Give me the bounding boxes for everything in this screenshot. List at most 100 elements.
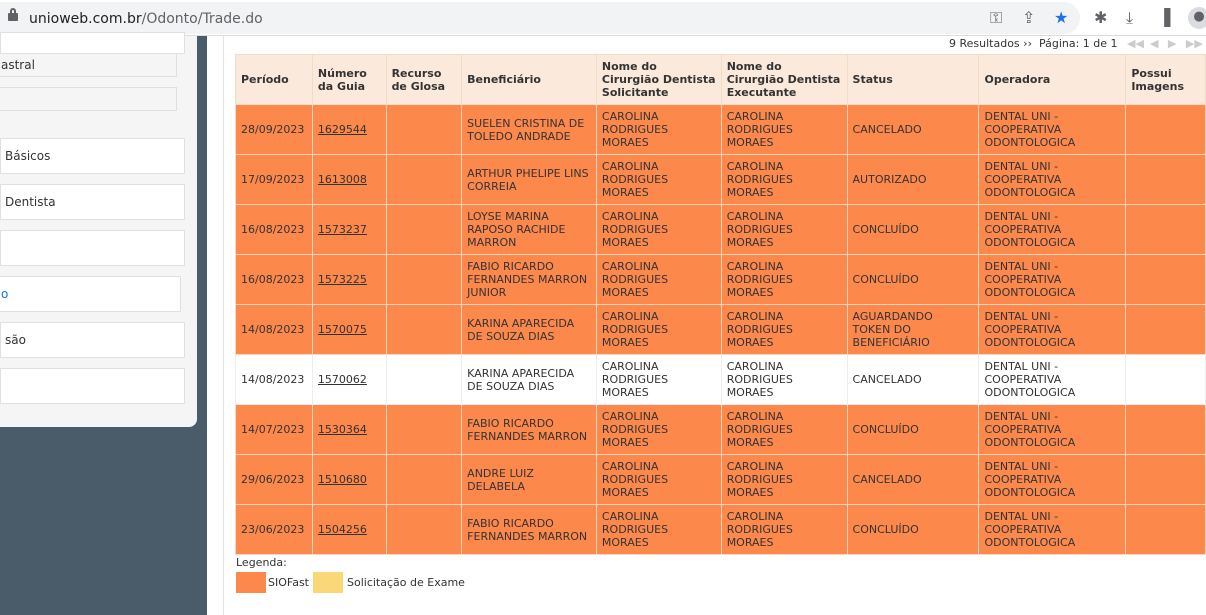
table-row[interactable]: 14/08/2023 1570075 KARINA APARECIDA DE SOU…: [235, 304, 1206, 355]
cell-recurso: [385, 454, 463, 505]
guia-link[interactable]: 1504256: [317, 523, 367, 536]
lock-icon[interactable]: [8, 8, 18, 21]
address-bar[interactable]: unioweb.com.br/Odonto/Trade.do: [0, 2, 1080, 34]
cell-solicitante: CAROLINA RODRIGUES MORAES: [595, 254, 722, 305]
sidebar-item[interactable]: [0, 368, 185, 404]
sidebar: astral Básicos Dentista o são: [0, 32, 207, 615]
table-row[interactable]: 28/09/2023 1629544 SUELEN CRISTINA DE TOLE…: [235, 104, 1206, 155]
cell-periodo: 14/07/2023: [235, 404, 313, 455]
cell-guia: 1504256: [311, 504, 387, 555]
column-header: Status: [846, 54, 980, 105]
guia-link[interactable]: 1573237: [317, 223, 367, 236]
guia-link[interactable]: 1530364: [317, 423, 367, 436]
cell-beneficiario: SUELEN CRISTINA DE TOLEDO ANDRADE: [461, 104, 597, 155]
download-icon[interactable]: ⤓: [1126, 8, 1134, 27]
column-header: Nome do Cirurgião Dentista Executante: [720, 54, 848, 105]
results-count: 9 Resultados ››: [949, 37, 1032, 50]
sidebar-item[interactable]: [0, 230, 185, 266]
cell-executante: CAROLINA RODRIGUES MORAES: [720, 104, 848, 155]
first-page-icon[interactable]: ◀◀: [1127, 37, 1144, 50]
guia-link[interactable]: 1510680: [317, 473, 367, 486]
cell-beneficiario: FABIO RICARDO FERNANDES MARRON: [461, 504, 597, 555]
main-content: 9 Resultados ›› Página: 1 de 1 ◀◀ ◀ ▶ ▶▶ …: [207, 36, 1206, 615]
sidebar-item[interactable]: [0, 32, 185, 54]
table-row[interactable]: 14/08/2023 1570062 KARINA APARECIDA DE SOU…: [235, 354, 1206, 405]
cell-operadora: DENTAL UNI - COOPERATIVA ODONTOLOGICA: [978, 404, 1127, 455]
table-row[interactable]: 16/08/2023 1573225 FABIO RICARDO FERNANDES…: [235, 254, 1206, 305]
cell-beneficiario: FABIO RICARDO FERNANDES MARRON: [461, 404, 597, 455]
extensions-icon[interactable]: ✱: [1094, 8, 1108, 27]
cell-status: CONCLUÍDO: [846, 254, 980, 305]
cell-executante: CAROLINA RODRIGUES MORAES: [720, 404, 848, 455]
column-header: Número da Guia: [311, 54, 387, 105]
sidebar-item[interactable]: Básicos: [0, 138, 185, 174]
cell-solicitante: CAROLINA RODRIGUES MORAES: [595, 504, 722, 555]
cell-beneficiario: KARINA APARECIDA DE SOUZA DIAS: [461, 304, 597, 355]
cell-operadora: DENTAL UNI - COOPERATIVA ODONTOLOGICA: [978, 504, 1127, 555]
cell-recurso: [385, 154, 463, 205]
guia-link[interactable]: 1573225: [317, 273, 367, 286]
table-row[interactable]: 17/09/2023 1613008 ARTHUR PHELIPE LINS COR…: [235, 154, 1206, 205]
cell-executante: CAROLINA RODRIGUES MORAES: [720, 204, 848, 255]
cell-beneficiario: FABIO RICARDO FERNANDES MARRON JUNIOR: [461, 254, 597, 305]
profile-avatar-icon[interactable]: ●: [1188, 7, 1206, 29]
cell-solicitante: CAROLINA RODRIGUES MORAES: [595, 154, 722, 205]
key-icon[interactable]: ⚿: [990, 8, 1003, 27]
bookmark-star-icon[interactable]: ★: [1054, 8, 1069, 27]
cell-executante: CAROLINA RODRIGUES MORAES: [720, 254, 848, 305]
sidebar-item[interactable]: Dentista: [0, 184, 185, 220]
cell-imagens: [1125, 104, 1206, 155]
sidebar-field[interactable]: [0, 87, 177, 111]
cell-executante: CAROLINA RODRIGUES MORAES: [720, 154, 848, 205]
cell-status: CANCELADO: [846, 454, 980, 505]
cell-periodo: 14/08/2023: [235, 304, 313, 355]
cell-periodo: 14/08/2023: [235, 354, 313, 405]
guia-link[interactable]: 1570062: [317, 373, 367, 386]
table-row[interactable]: 29/06/2023 1510680 ANDRE LUIZ DELABELA CARO…: [235, 454, 1206, 505]
cell-imagens: [1125, 254, 1206, 305]
next-page-icon[interactable]: ▶: [1164, 37, 1177, 50]
side-panel-icon[interactable]: ▐: [1158, 8, 1171, 27]
cell-status: CONCLUÍDO: [846, 204, 980, 255]
prev-page-icon[interactable]: ◀: [1149, 37, 1159, 50]
table-row[interactable]: 23/06/2023 1504256 FABIO RICARDO FERNANDES…: [235, 504, 1206, 555]
cell-executante: CAROLINA RODRIGUES MORAES: [720, 454, 848, 505]
cell-recurso: [385, 404, 463, 455]
cell-recurso: [385, 304, 463, 355]
cell-recurso: [385, 104, 463, 155]
cell-imagens: [1125, 504, 1206, 555]
share-icon[interactable]: ⇪: [1022, 8, 1036, 27]
cell-operadora: DENTAL UNI - COOPERATIVA ODONTOLOGICA: [978, 304, 1127, 355]
cell-operadora: DENTAL UNI - COOPERATIVA ODONTOLOGICA: [978, 104, 1127, 155]
cell-status: CANCELADO: [846, 104, 980, 155]
table-row[interactable]: 14/07/2023 1530364 FABIO RICARDO FERNANDES…: [235, 404, 1206, 455]
url-text[interactable]: unioweb.com.br/Odonto/Trade.do: [29, 11, 263, 27]
cell-executante: CAROLINA RODRIGUES MORAES: [720, 354, 848, 405]
cell-periodo: 16/08/2023: [235, 204, 313, 255]
cell-solicitante: CAROLINA RODRIGUES MORAES: [595, 454, 722, 505]
cell-recurso: [385, 254, 463, 305]
sidebar-card: astral Básicos Dentista o são: [0, 32, 197, 427]
column-header: Beneficiário: [461, 54, 597, 105]
browser-toolbar: unioweb.com.br/Odonto/Trade.do ⚿ ⇪ ★ ✱ ⤓…: [0, 0, 1206, 36]
cell-status: AUTORIZADO: [846, 154, 980, 205]
guia-link[interactable]: 1570075: [317, 323, 367, 336]
cell-periodo: 29/06/2023: [235, 454, 313, 505]
legend-label: Solicitação de Exame: [347, 576, 465, 589]
legend: Legenda: SIOFast Solicitação de Exame: [236, 556, 465, 593]
guia-link[interactable]: 1613008: [317, 173, 367, 186]
cell-status: CONCLUÍDO: [846, 404, 980, 455]
cell-beneficiario: ARTHUR PHELIPE LINS CORREIA: [461, 154, 597, 205]
sidebar-item[interactable]: o: [0, 276, 181, 312]
guia-link[interactable]: 1629544: [317, 123, 367, 136]
table-row[interactable]: 16/08/2023 1573237 LOYSE MARINA RAPOSO RAC…: [235, 204, 1206, 255]
sidebar-field[interactable]: astral: [0, 53, 177, 77]
cell-executante: CAROLINA RODRIGUES MORAES: [720, 504, 848, 555]
cell-recurso: [385, 504, 463, 555]
cell-imagens: [1125, 454, 1206, 505]
sidebar-item[interactable]: são: [0, 322, 185, 358]
cell-guia: 1510680: [311, 454, 387, 505]
cell-guia: 1613008: [311, 154, 387, 205]
last-page-icon[interactable]: ▶▶: [1182, 37, 1203, 50]
cell-solicitante: CAROLINA RODRIGUES MORAES: [595, 354, 722, 405]
